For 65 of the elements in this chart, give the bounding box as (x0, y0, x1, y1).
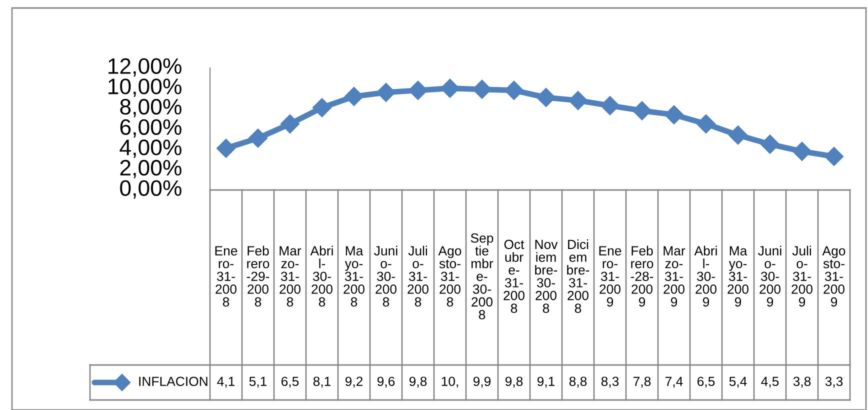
x-tick-label: Abri l- 30- 200 8 (310, 246, 333, 307)
data-label: 3,8 (793, 376, 811, 388)
data-label: 9,8 (505, 376, 523, 388)
x-tick-label: Abri l- 30- 200 9 (694, 246, 717, 307)
x-tick-label: Feb rero -29- 200 8 (246, 246, 270, 307)
x-tick-label: Ene ro- 31- 200 8 (215, 246, 238, 307)
data-label: 7,8 (634, 376, 651, 388)
point (792, 142, 812, 161)
x-tick-label: Nov iem bre- 30- 200 8 (535, 240, 558, 313)
point (728, 126, 748, 145)
y-tick-label: 2,00% (120, 160, 182, 178)
point (664, 105, 684, 124)
x-tick-label: Ago sto- 31- 200 8 (438, 246, 462, 307)
y-tick-label: 8,00% (120, 98, 182, 118)
data-label: 9,9 (473, 376, 491, 388)
x-tick-label: Ago sto- 31- 200 9 (822, 246, 846, 307)
x-tick-label: Juli o- 31- 200 8 (408, 246, 428, 307)
data-label: 9,2 (345, 376, 363, 388)
point (568, 91, 588, 110)
y-tick-label: 12,00% (108, 58, 182, 77)
x-tick-label: Sep tie mbr e- 30- 200 8 (470, 233, 494, 320)
point (248, 128, 268, 148)
x-tick-label: Ma yo- 31- 200 9 (728, 246, 748, 307)
data-label: 10, (442, 376, 458, 388)
data-label: 4,1 (217, 376, 235, 388)
x-tick-label: Mar zo- 31- 200 8 (280, 246, 302, 307)
legend-label: INFLACION (139, 376, 208, 386)
point (280, 114, 300, 134)
point (600, 96, 620, 116)
data-label: 5,4 (729, 376, 747, 388)
x-tick-label: Ma yo- 31- 200 8 (344, 246, 364, 307)
x-tick-label: Mar zo- 31- 200 9 (664, 246, 686, 307)
point (312, 98, 332, 118)
data-label: 6,5 (698, 376, 715, 388)
x-tick-label: Oct ubr e- 31- 200 8 (504, 240, 524, 313)
data-label: 9,6 (377, 376, 395, 388)
x-tick-label: Feb rero -28- 200 9 (630, 246, 654, 307)
y-tick-label: 10,00% (108, 78, 182, 97)
data-label: 8,8 (569, 376, 587, 388)
x-tick-label: Juli o- 31- 200 9 (792, 246, 812, 307)
data-label: 4,5 (761, 376, 779, 388)
data-label: 9,8 (409, 376, 427, 388)
point (408, 80, 428, 100)
data-label: 8,1 (313, 376, 331, 388)
data-label: 7,4 (666, 376, 683, 388)
point (696, 114, 716, 134)
y-tick-label: 0,00% (120, 180, 182, 199)
point (344, 86, 364, 106)
point (216, 138, 236, 158)
point (376, 82, 396, 102)
point (760, 134, 780, 154)
y-tick-label: 4,00% (120, 140, 182, 158)
data-label: 3,3 (825, 376, 843, 388)
x-tick-label: Juni o- 30- 200 8 (374, 246, 398, 307)
data-label: 5,1 (249, 376, 267, 388)
x-tick-label: Juni o- 30- 200 9 (758, 246, 782, 307)
point (824, 146, 844, 166)
data-label: 8,3 (601, 376, 619, 388)
point (632, 101, 652, 120)
x-tick-label: Ene ro- 31- 200 9 (599, 246, 622, 307)
point (536, 88, 556, 108)
y-tick-label: 6,00% (120, 119, 182, 138)
data-label: 9,1 (537, 376, 555, 388)
x-tick-label: Dici em bre- 31- 200 8 (567, 239, 590, 313)
data-label: 6,5 (282, 376, 299, 388)
